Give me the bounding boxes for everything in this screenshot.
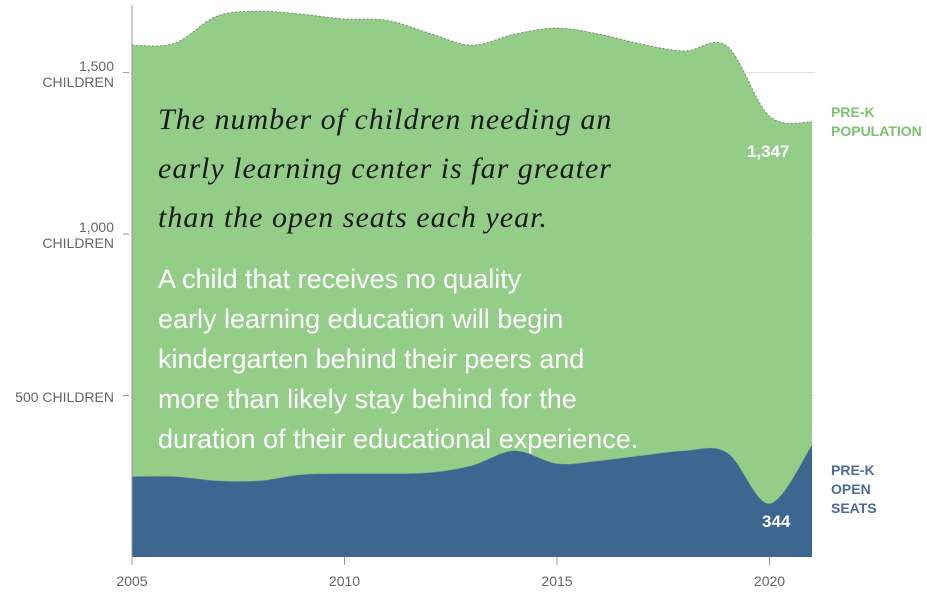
series-label: PRE-K POPULATION [831, 104, 922, 139]
x-tick-label: 2020 [753, 573, 786, 589]
value-label: 344 [762, 512, 791, 531]
x-tick-label: 2015 [541, 573, 573, 589]
x-tick-label: 2010 [328, 573, 361, 589]
area [132, 11, 812, 558]
y-tick-label: 500 CHILDREN [15, 388, 114, 405]
area-outline [131, 445, 813, 505]
annotation-handwritten: The number of children needing an early … [158, 103, 613, 234]
area [132, 445, 812, 557]
annotation-text: A child that receives no quality early l… [158, 264, 639, 454]
area-outline [131, 10, 813, 124]
y-tick-label: 1,500 CHILDREN [42, 57, 114, 90]
y-tick-label: 1,000 CHILDREN [42, 219, 114, 252]
value-label: 1,347 [747, 141, 790, 161]
series-label: PRE-K OPEN SEATS [831, 462, 877, 516]
x-tick-label: 2005 [116, 573, 148, 589]
